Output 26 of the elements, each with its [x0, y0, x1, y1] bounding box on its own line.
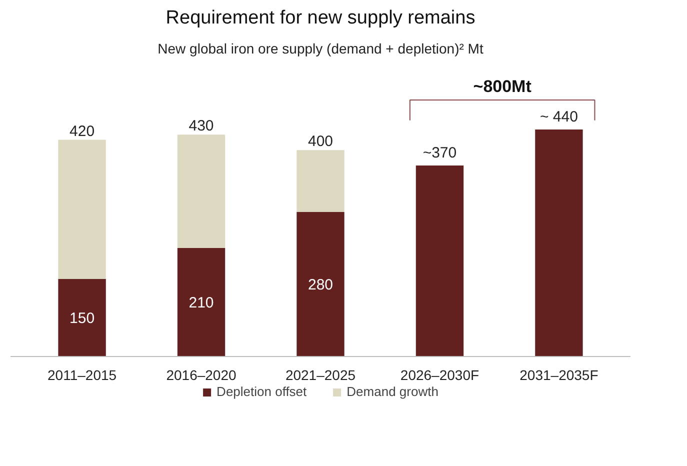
chart-subtitle: New global iron ore supply (demand + depletion)² Mt — [158, 40, 484, 56]
bar — [296, 150, 344, 212]
total-label: ~ 440 — [540, 108, 578, 126]
text: ~800Mt — [473, 77, 532, 96]
total-label: 420 — [70, 122, 95, 140]
bar — [177, 248, 226, 356]
bar — [58, 140, 106, 279]
legend-label: Demand growth — [346, 384, 438, 399]
chart-title: Requirement for new supply remains — [166, 8, 476, 28]
data-label: 150 — [70, 310, 95, 328]
data-label: 210 — [188, 294, 214, 312]
total-label: 430 — [188, 118, 214, 135]
bar — [416, 166, 464, 356]
bar — [535, 130, 583, 356]
data-label: 280 — [308, 276, 334, 294]
bar — [58, 278, 106, 356]
legend-label: Depletion offset — [216, 384, 307, 399]
total-label: 400 — [308, 133, 334, 150]
x-tick-label: 2016–2020 — [166, 367, 237, 384]
x-tick-label: 2021–2025 — [285, 367, 356, 384]
x-tick-label: 2026–2030F — [400, 367, 480, 384]
x-tick-label: 2031–2035F — [520, 367, 598, 384]
total-label: ~370 — [422, 144, 457, 162]
x-tick-label: 2011–2015 — [48, 367, 117, 384]
bar — [296, 212, 344, 356]
bar — [177, 134, 226, 248]
